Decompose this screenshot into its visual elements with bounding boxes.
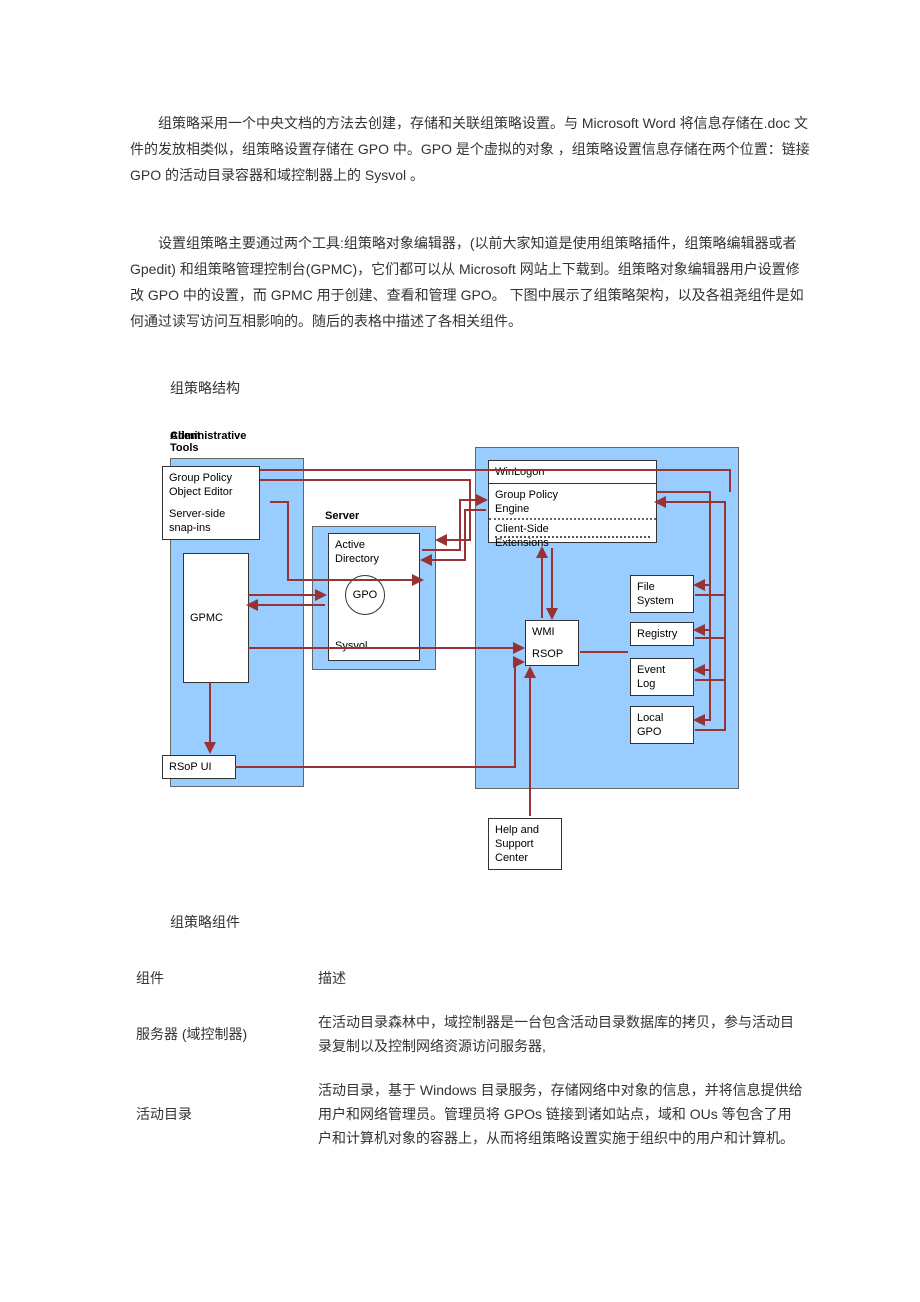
lg-l1: Local (637, 712, 663, 724)
server-title: Server (325, 510, 359, 522)
rsop-ui-box: RSoP UI (162, 755, 236, 779)
filesystem-box: File System (630, 575, 694, 613)
fs-l2: System (637, 595, 674, 607)
th-component: 组件 (130, 956, 312, 1000)
el-l1: Event (637, 664, 665, 676)
table-row: 服务器 (域控制器) 在活动目录森林中，域控制器是一台包含活动目录数据库的拷贝，… (130, 1000, 810, 1068)
engine-cse-box: Group Policy Engine Client-Side Extensio… (488, 483, 657, 543)
cell-component: 服务器 (域控制器) (130, 1000, 312, 1068)
cell-description: 活动目录，基于 Windows 目录服务，存储网络中对象的信息，并将信息提供给用… (312, 1068, 810, 1160)
registry-box: Registry (630, 622, 694, 646)
snapins-l1: Server-side (169, 508, 225, 520)
th-description: 描述 (312, 956, 810, 1000)
engine-l2: Engine (495, 503, 529, 515)
hc-l3: Center (495, 852, 528, 864)
heading-architecture: 组策略结构 (170, 376, 810, 400)
hc-l2: Support (495, 838, 534, 850)
sysvol-label: Sysvol (335, 640, 367, 652)
admin-tools-title-2: Tools (170, 442, 199, 454)
components-table: 组件 描述 服务器 (域控制器) 在活动目录森林中，域控制器是一台包含活动目录数… (130, 956, 810, 1160)
cell-component: 活动目录 (130, 1068, 312, 1160)
table-header-row: 组件 描述 (130, 956, 810, 1000)
el-l2: Log (637, 678, 655, 690)
client-title: Client (170, 430, 201, 442)
paragraph-1: 组策略采用一个中央文档的方法去创建，存储和关联组策略设置。与 Microsoft… (130, 110, 810, 188)
hc-l1: Help and (495, 824, 539, 836)
gpmc-label: GPMC (190, 611, 223, 625)
lg-l2: GPO (637, 726, 661, 738)
ad-l1: Active (335, 539, 365, 551)
snapins-l2: snap-ins (169, 522, 211, 534)
fs-l1: File (637, 581, 655, 593)
gpo-editor-box: Group Policy Object Editor (162, 466, 260, 504)
ad-l2: Directory (335, 553, 379, 565)
snapins-box: Server-side snap-ins (162, 503, 260, 540)
cse-l1: Client-Side (495, 523, 549, 535)
rsop-box: RSOP (525, 643, 579, 666)
cell-description: 在活动目录森林中，域控制器是一台包含活动目录数据库的拷贝，参与活动目录复制以及控… (312, 1000, 810, 1068)
table-row: 活动目录 活动目录，基于 Windows 目录服务，存储网络中对象的信息，并将信… (130, 1068, 810, 1160)
eventlog-box: Event Log (630, 658, 694, 696)
wmi-box: WMI (525, 620, 579, 644)
winlogon-box: WinLogon (488, 460, 657, 484)
gpo-editor-l1: Group Policy (169, 472, 232, 484)
cse-l2: Extensions (495, 537, 549, 549)
architecture-diagram: Administrative Tools Client Server Group… (170, 430, 810, 880)
gpmc-box: GPMC (183, 553, 249, 683)
gpo-circle: GPO (345, 575, 385, 615)
gpo-editor-l2: Object Editor (169, 486, 233, 498)
help-center-box: Help and Support Center (488, 818, 562, 870)
paragraph-2: 设置组策略主要通过两个工具:组策略对象编辑器，(以前大家知道是使用组策略插件，组… (130, 230, 810, 334)
localgpo-box: Local GPO (630, 706, 694, 744)
heading-components: 组策略组件 (170, 910, 810, 934)
engine-l1: Group Policy (495, 489, 558, 501)
